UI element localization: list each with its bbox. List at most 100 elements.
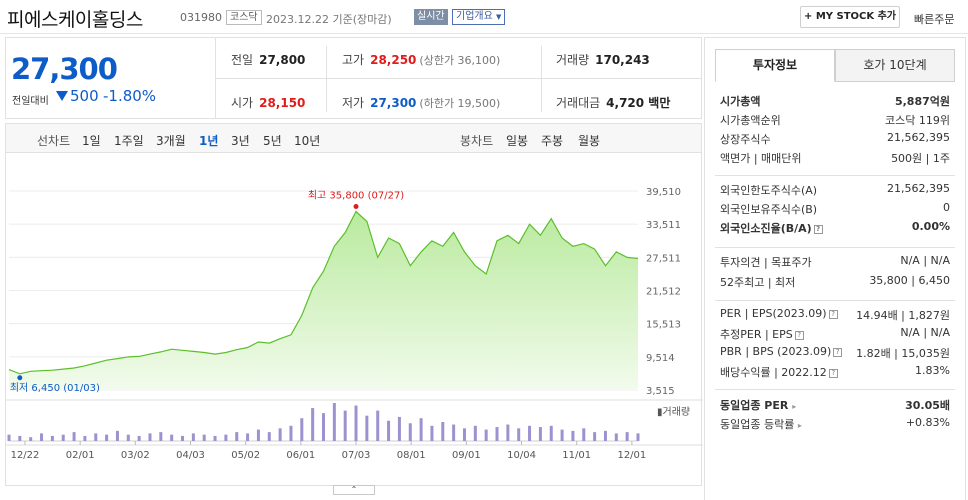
caret-right-icon: ▸ — [797, 421, 802, 430]
high-label: 고가 — [342, 53, 365, 67]
change-label: 전일대비 — [12, 96, 49, 107]
open-label: 시가 — [231, 96, 254, 110]
div-label-wrap: 배당수익률 | 2022.12? — [720, 364, 838, 380]
company-overview-dropdown[interactable]: 기업개요 ▼ — [452, 9, 506, 25]
price-line — [8, 210, 639, 375]
x-tick-label: 11/01 — [562, 450, 591, 461]
volume-bar — [538, 427, 542, 441]
divider — [326, 46, 327, 112]
down-arrow-icon — [56, 91, 68, 101]
market-cap-label: 시가총액 — [720, 95, 761, 108]
period-1d[interactable]: 1일 — [82, 134, 101, 148]
help-icon[interactable]: ? — [828, 369, 838, 378]
valuation-section: PER | EPS(2023.09)? 14.94배 | 1,827원 추정PER… — [715, 300, 955, 386]
prev-close-label: 전일 — [231, 53, 254, 67]
opinion-value: N/A | N/A — [900, 254, 950, 267]
w52-value: 35,800 | 6,450 — [869, 274, 950, 287]
cap-rank-label: 시가총액순위 — [720, 114, 781, 127]
daily-candle[interactable]: 일봉 — [506, 134, 529, 148]
period-3y[interactable]: 3년 — [231, 134, 250, 148]
line-chart-label: 선차트 — [37, 134, 71, 148]
x-tick-label: 09/01 — [452, 450, 481, 461]
x-tick-label: 04/03 — [176, 450, 205, 461]
volume-bar — [528, 425, 532, 441]
my-stock-add-button[interactable]: + MY STOCK 추가 — [800, 6, 900, 28]
volume-bar — [159, 432, 163, 441]
divider — [216, 78, 701, 79]
tab-order-book[interactable]: 호가 10단계 — [835, 49, 955, 82]
volume-bar — [376, 410, 380, 441]
help-icon[interactable]: ? — [828, 310, 838, 319]
pbr-row: PBR | BPS (2023.09)? 1.82배 | 15,035원 — [715, 345, 955, 364]
volume-value: 170,243 — [595, 53, 650, 67]
volume-bar — [365, 415, 369, 441]
volume-bar — [148, 433, 152, 441]
company-overview-label: 기업개요 — [456, 11, 493, 22]
volume-label: 거래량 — [556, 53, 590, 67]
volume-bar — [571, 430, 575, 441]
price-chart: 39,510 33,511 27,511 21,512 15,513 9,514 3,515… — [5, 153, 703, 486]
foreign-ratio-value: 0.00% — [911, 220, 950, 233]
foreign-limit-row: 외국인한도주식수(A) 21,562,395 — [715, 182, 955, 201]
x-tick-label: 12/22 — [11, 450, 40, 461]
help-icon[interactable]: ? — [794, 331, 804, 340]
per-label-wrap: PER | EPS(2023.09)? — [720, 307, 838, 320]
period-1w[interactable]: 1주일 — [114, 134, 144, 148]
volume-bar — [495, 427, 499, 441]
shares-row: 상장주식수 21,562,395 — [715, 131, 955, 150]
volume-bar — [473, 425, 477, 441]
help-icon[interactable]: ? — [813, 225, 823, 234]
divider — [541, 46, 542, 112]
volume-bar — [614, 433, 618, 441]
period-3m[interactable]: 3개월 — [156, 134, 186, 148]
open-value: 28,150 — [259, 96, 306, 110]
period-1y[interactable]: 1년 — [199, 134, 219, 148]
high-value: 28,250 — [370, 53, 417, 67]
x-tick-label: 05/02 — [231, 450, 260, 461]
period-10y[interactable]: 10년 — [294, 134, 321, 148]
price-change: 500 — [70, 87, 99, 105]
min-point-marker — [17, 375, 23, 381]
volume-bar — [593, 432, 597, 441]
bar-chart-label: 봉차트 — [460, 134, 494, 148]
min-price-label: 최저 6,450 (01/03) — [10, 382, 100, 394]
volume-bar — [603, 430, 607, 441]
foreign-section: 외국인한도주식수(A) 21,562,395 외국인보유주식수(B) 0 외국인소진… — [715, 175, 955, 241]
volume-bar — [224, 434, 228, 441]
amount-value: 4,720 백만 — [606, 96, 671, 110]
amount-label: 거래대금 — [556, 96, 601, 110]
monthly-candle[interactable]: 월봉 — [578, 134, 601, 148]
collapse-chart-button[interactable]: ⌃ — [333, 485, 375, 495]
volume-bar — [105, 434, 109, 441]
sector-rate-label-wrap[interactable]: 동일업종 등락률 ▸ — [720, 416, 802, 432]
quick-order-link[interactable]: 빠른주문 — [914, 13, 955, 26]
max-point-marker — [353, 204, 359, 210]
help-icon[interactable]: ? — [833, 348, 843, 357]
volume-bar — [278, 428, 282, 441]
realtime-button[interactable]: 실시간 — [414, 9, 448, 25]
est-per-label-wrap: 추정PER | EPS? — [720, 326, 804, 342]
stock-header: 피에스케이홀딩스 031980 코스닥 2023.12.22 기준(장마감) 실… — [0, 0, 968, 34]
volume-bar — [430, 425, 434, 441]
y-tick-label: 21,512 — [646, 287, 681, 298]
quote-date: 2023.12.22 기준(장마감) — [266, 13, 392, 26]
sector-per-value: 30.05배 — [905, 399, 950, 412]
x-tick-label: 02/01 — [66, 450, 95, 461]
prev-close-value: 27,800 — [259, 53, 306, 67]
market-cap-section: 시가총액 5,887억원 시가총액순위 코스닥 119위 상장주식수 21,562,3… — [715, 88, 955, 172]
volume-bar — [441, 422, 445, 441]
caret-right-icon: ▸ — [792, 402, 797, 411]
price-chart-svg: 39,510 33,511 27,511 21,512 15,513 9,514 3,515… — [6, 187, 703, 461]
tab-investment-info[interactable]: 투자정보 — [715, 49, 835, 82]
volume-bar — [126, 434, 130, 441]
div-label: 배당수익률 | 2022.12 — [720, 366, 827, 379]
cap-rank-row: 시가총액순위 코스닥 119위 — [715, 112, 955, 131]
period-5y[interactable]: 5년 — [263, 134, 282, 148]
volume-bar — [29, 437, 33, 441]
sector-per-label-wrap[interactable]: 동일업종 PER ▸ — [720, 397, 796, 413]
volume-bar — [267, 432, 271, 441]
weekly-candle[interactable]: 주봉 — [541, 134, 564, 148]
x-tick-label: 08/01 — [397, 450, 426, 461]
div-value: 1.83% — [915, 364, 950, 377]
volume-bar — [191, 433, 195, 441]
